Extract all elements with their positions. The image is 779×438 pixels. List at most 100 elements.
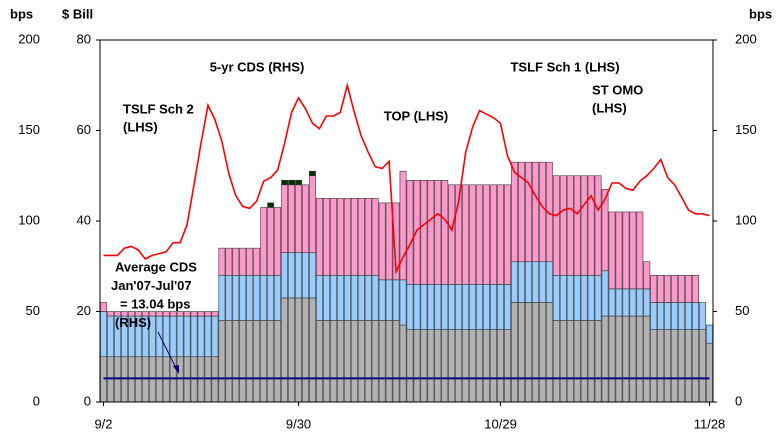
bar-segment — [587, 175, 595, 276]
bar-segment — [302, 297, 309, 403]
line-series — [103, 82, 710, 275]
bar-segment — [601, 315, 609, 403]
bar-segment — [518, 302, 525, 403]
bar-segment — [413, 179, 421, 285]
bar-segment — [420, 179, 428, 285]
bar-segment — [692, 302, 699, 330]
bar-segment — [594, 175, 602, 276]
bar-segment — [615, 288, 623, 317]
bar-segment — [371, 320, 379, 403]
axis-title: bps — [10, 6, 33, 21]
bar-segment — [608, 315, 616, 403]
bar-segment — [462, 329, 470, 403]
bar-segment — [552, 274, 560, 321]
bar-segment — [601, 189, 609, 272]
x-tick-label: 9/30 — [286, 416, 311, 431]
bar-segment — [281, 184, 288, 253]
bar-segment — [678, 274, 686, 303]
x-tick-label: 10/29 — [484, 416, 517, 431]
x-tick-label: 11/28 — [694, 416, 726, 431]
bar-segment — [636, 315, 644, 403]
bar-segment — [413, 329, 421, 403]
bar-segment — [343, 320, 351, 403]
bar-segment — [288, 297, 295, 403]
axis-title: bps — [749, 6, 772, 21]
bar-segment — [587, 320, 595, 403]
bar-segment — [246, 274, 254, 321]
bar-segment — [176, 315, 184, 358]
bar-segment — [274, 320, 282, 403]
bar-segment — [260, 320, 268, 403]
bar-segment — [343, 198, 351, 276]
bar-segment — [329, 198, 337, 276]
bar-segment — [643, 315, 651, 403]
bar-segment — [657, 274, 665, 303]
x-tick-label: 9/2 — [94, 416, 112, 431]
bar-segment — [483, 284, 490, 330]
bar-segment — [141, 311, 149, 317]
bar-segment — [413, 284, 421, 330]
y-tick-label: 80 — [77, 31, 91, 46]
bar-segment — [573, 175, 581, 276]
bar-segment — [155, 311, 163, 317]
bar-segment — [650, 274, 658, 303]
bar-segment — [545, 161, 553, 263]
bar-segment — [183, 315, 191, 358]
bar-segment — [232, 320, 240, 403]
bar-segment — [566, 274, 574, 321]
bar-segment — [120, 311, 128, 317]
bar-segment — [587, 274, 595, 321]
bar-segment — [476, 329, 484, 403]
bar-segment — [650, 302, 658, 330]
bar-segment — [678, 302, 686, 330]
bar-segment — [399, 170, 407, 281]
y2-tick-label: 50 — [26, 303, 40, 318]
bar-segment — [497, 184, 504, 285]
bar-segment — [309, 252, 316, 299]
bar-segment — [448, 329, 456, 403]
y2-tick-label: 50 — [735, 303, 749, 318]
bar-segment — [190, 311, 198, 317]
bar-segment — [100, 311, 107, 358]
bar-segment — [357, 198, 365, 276]
bar-segment — [559, 274, 567, 321]
bar-segment — [281, 252, 288, 299]
bar-segment — [378, 320, 386, 403]
bar-segment — [685, 329, 693, 403]
bar-segment — [629, 288, 637, 317]
bar-segment — [504, 284, 511, 330]
bar-segment — [706, 324, 713, 344]
bar-segment — [350, 274, 358, 321]
bar-segment — [204, 315, 212, 358]
bar-segment — [329, 274, 337, 321]
bar-segment — [225, 320, 233, 403]
bar-segment — [420, 284, 428, 330]
bar-segment — [462, 284, 470, 330]
bar-segment — [455, 184, 463, 285]
bar-segment — [239, 320, 247, 403]
annotation-arrow — [157, 331, 178, 371]
bar-segment — [650, 329, 658, 403]
bar-segment — [643, 288, 651, 317]
bar-segment — [434, 329, 442, 403]
bar-segment — [274, 207, 282, 276]
bar-segment — [385, 202, 393, 281]
bar-segment — [211, 311, 219, 317]
bar-segment — [559, 175, 567, 276]
bar-segment — [295, 297, 302, 403]
bar-segment — [685, 302, 693, 330]
bar-segment — [371, 274, 379, 321]
bar-segment — [448, 184, 456, 285]
bar-segment — [302, 184, 309, 253]
bar-segment — [127, 311, 135, 317]
bar-segment — [336, 320, 344, 403]
bar-segment — [316, 320, 323, 403]
bar-segment — [657, 329, 665, 403]
bar-segment — [225, 274, 233, 321]
bar-segment — [531, 161, 539, 263]
bar-segment — [392, 320, 400, 403]
bar-segment — [225, 247, 233, 276]
bar-segment — [629, 211, 637, 290]
bar-segment — [336, 274, 344, 321]
bar-segment — [267, 320, 275, 403]
